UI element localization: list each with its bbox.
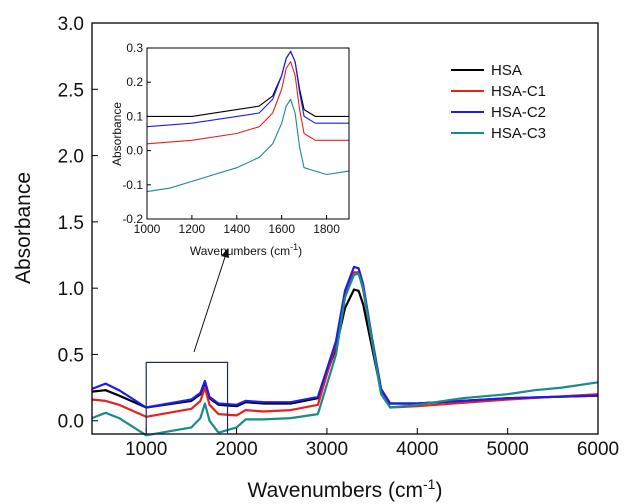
main-x-tick-label: 1000 bbox=[125, 439, 167, 460]
inset-x-axis-label-exponent: -1 bbox=[290, 242, 298, 252]
legend-item-hsa: HSA bbox=[451, 62, 522, 79]
zoom-arrow bbox=[193, 253, 227, 353]
legend-item-hsa-c2: HSA-C2 bbox=[451, 104, 546, 121]
main-y-axis-label: Absorbance bbox=[12, 172, 35, 284]
main-y-tick-label: 1.5 bbox=[58, 213, 84, 234]
inset-y-tick-label: 0.1 bbox=[126, 109, 143, 123]
main-series-hsa-c3 bbox=[91, 272, 599, 437]
inset-x-tick-label: 1400 bbox=[223, 222, 250, 236]
inset-series-group bbox=[146, 50, 350, 193]
inset-series-hsa-c2 bbox=[146, 50, 349, 128]
main-x-tick-label: 4000 bbox=[396, 439, 438, 460]
inset-x-tick-label: 1200 bbox=[179, 222, 206, 236]
main-y-tick-label: 2.5 bbox=[58, 80, 84, 101]
main-y-tick-label: 1.0 bbox=[58, 279, 84, 300]
legend-label: HSA bbox=[491, 62, 522, 79]
legend-label: HSA-C1 bbox=[491, 83, 546, 100]
main-x-axis-label: Wavenumbers (cm-1) bbox=[248, 476, 443, 502]
main-x-axis-label-exponent: -1 bbox=[423, 476, 436, 492]
inset-x-axis-label-close: ) bbox=[298, 244, 302, 258]
legend-label: HSA-C3 bbox=[491, 125, 546, 142]
legend-item-hsa-c1: HSA-C1 bbox=[451, 83, 546, 100]
inset-ticks-group: 1000 1200 1400 1600 1800 -0.2 -0.1 0.0 0.1 0.2 0.3 bbox=[122, 41, 340, 236]
inset-x-tick-label: 1800 bbox=[313, 222, 340, 236]
main-x-axis-label-text: Wavenumbers (cm bbox=[248, 479, 423, 502]
inset-x-tick-label: 1600 bbox=[268, 222, 295, 236]
inset-y-tick-label: 0.0 bbox=[126, 144, 143, 158]
zoom-arrow-head bbox=[221, 248, 229, 258]
main-x-axis-label-close: ) bbox=[435, 479, 442, 502]
inset-y-tick-label: -0.1 bbox=[122, 178, 143, 192]
inset-chart: 1000 1200 1400 1600 1800 -0.2 -0.1 0.0 0.1 0.2 0.3… bbox=[110, 41, 350, 258]
legend: HSA HSA-C1 HSA-C2 HSA-C3 bbox=[451, 62, 546, 142]
main-ticks-group: 1000 2000 3000 4000 5000 6000 0.0 0.5 1.0 1.5 2.0 2… bbox=[58, 14, 620, 460]
inset-x-axis-label: Wavenumbers (cm-1) bbox=[190, 242, 302, 258]
inset-y-tick-label: 0.3 bbox=[126, 41, 143, 55]
legend-item-hsa-c3: HSA-C3 bbox=[451, 125, 546, 142]
main-x-tick-label: 5000 bbox=[487, 439, 529, 460]
inset-series-hsa-c1 bbox=[146, 61, 349, 145]
inset-y-tick-label: 0.2 bbox=[126, 75, 143, 89]
main-chart: 1000 2000 3000 4000 5000 6000 0.0 0.5 1.0 1.5 2.0 2… bbox=[12, 14, 619, 502]
zoom-region-box bbox=[145, 361, 229, 435]
inset-x-axis-label-text: Wavenumbers (cm bbox=[190, 244, 290, 258]
inset-y-axis-label: Absorbance bbox=[110, 102, 124, 166]
inset-y-tick-label: -0.2 bbox=[122, 212, 143, 226]
inset-plot-frame bbox=[146, 47, 350, 220]
legend-label: HSA-C2 bbox=[491, 104, 546, 121]
main-x-tick-label: 3000 bbox=[306, 439, 348, 460]
main-y-tick-label: 0.0 bbox=[58, 412, 84, 433]
main-x-tick-label: 6000 bbox=[577, 439, 619, 460]
main-y-tick-label: 2.0 bbox=[58, 147, 84, 168]
main-y-tick-label: 3.0 bbox=[58, 14, 84, 35]
main-plot-frame bbox=[91, 22, 599, 435]
main-series-group bbox=[91, 265, 599, 437]
main-y-tick-label: 0.5 bbox=[58, 345, 84, 366]
inset-series-hsa-c3 bbox=[146, 98, 350, 193]
inset-x-tick-label: 1000 bbox=[134, 222, 161, 236]
main-x-tick-label: 2000 bbox=[215, 439, 257, 460]
